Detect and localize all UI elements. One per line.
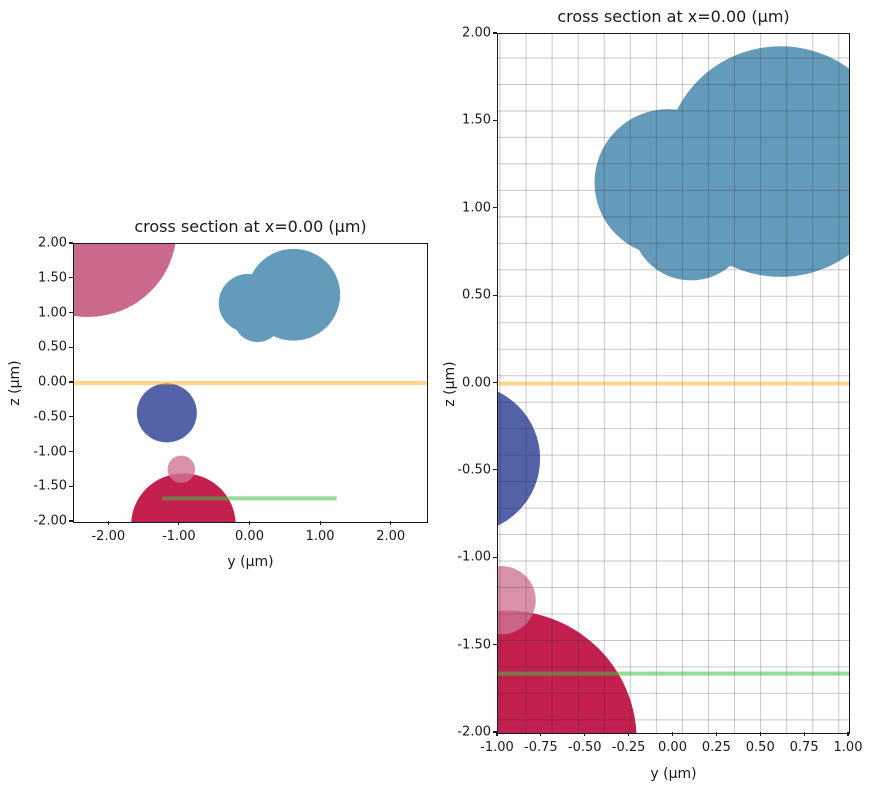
x-tick-mark bbox=[248, 521, 251, 525]
x-tick-label: -0.25 bbox=[611, 740, 646, 755]
z-tick-mark bbox=[493, 381, 497, 384]
x-tick-label: -1.00 bbox=[162, 529, 196, 544]
z-tick-mark bbox=[69, 450, 73, 453]
left-cross-section-plot: cross section at x=0.00 (μm) y (μm) z (μ… bbox=[7, 217, 428, 570]
z-tick-mark bbox=[493, 469, 497, 471]
x-tick-label: 1.00 bbox=[305, 529, 335, 544]
x-tick-label: -0.75 bbox=[524, 740, 558, 755]
x-tick-mark bbox=[847, 732, 849, 736]
x-tick-label: 2.00 bbox=[376, 529, 406, 544]
x-tick-label: 0.00 bbox=[235, 529, 264, 544]
z-tick-mark bbox=[493, 207, 497, 209]
x-tick-label: -1.00 bbox=[480, 740, 514, 755]
z-tick-mark bbox=[69, 381, 73, 383]
z-tick-label: 1.00 bbox=[38, 305, 67, 320]
line-orange-interface bbox=[74, 381, 427, 385]
sphere-pink-small bbox=[167, 455, 196, 483]
x-tick-label: -0.50 bbox=[567, 740, 602, 755]
z-tick-label: 2.00 bbox=[462, 25, 491, 41]
line-green-waveguide bbox=[162, 496, 337, 501]
plot-canvas bbox=[74, 244, 427, 522]
z-tick-label: -0.50 bbox=[33, 409, 67, 425]
line-green-waveguide bbox=[498, 671, 849, 676]
x-tick-label: 1.00 bbox=[833, 740, 863, 755]
z-tick-mark bbox=[69, 277, 73, 279]
z-tick-label: 0.50 bbox=[38, 339, 67, 355]
x-tick-mark bbox=[584, 732, 586, 736]
z-tick-label: -1.00 bbox=[457, 549, 491, 565]
plot-area bbox=[497, 33, 850, 734]
x-tick-mark bbox=[107, 521, 109, 525]
x-axis-label: y (μm) bbox=[227, 554, 274, 570]
plot-title: cross section at x=0.00 (μm) bbox=[134, 217, 367, 236]
z-tick-label: -1.50 bbox=[33, 478, 67, 494]
x-tick-mark bbox=[628, 732, 630, 736]
z-tick-label: -2.00 bbox=[457, 724, 491, 740]
x-axis-label: y (μm) bbox=[650, 766, 697, 782]
plot-canvas bbox=[498, 34, 849, 733]
x-tick-mark bbox=[671, 732, 674, 736]
z-tick-label: 1.50 bbox=[38, 270, 67, 286]
x-tick-mark bbox=[178, 521, 180, 525]
sphere-blue-lower-lobe bbox=[631, 161, 751, 281]
z-tick-label: 1.50 bbox=[462, 112, 491, 128]
z-tick-mark bbox=[493, 644, 497, 646]
x-tick-mark bbox=[319, 521, 321, 525]
z-tick-label: -0.50 bbox=[457, 462, 491, 478]
plot-area bbox=[73, 243, 428, 523]
z-tick-mark bbox=[493, 294, 497, 296]
z-tick-label: -2.00 bbox=[33, 513, 67, 529]
right-cross-section-plot: cross section at x=0.00 (μm) y (μm) z (μ… bbox=[442, 7, 862, 782]
z-tick-mark bbox=[69, 242, 73, 244]
z-tick-label: 2.00 bbox=[38, 235, 67, 251]
sphere-slate-blue bbox=[136, 383, 197, 443]
z-tick-label: 0.00 bbox=[462, 375, 491, 390]
plot-title: cross section at x=0.00 (μm) bbox=[557, 7, 790, 26]
z-tick-label: 0.00 bbox=[38, 374, 67, 390]
x-tick-mark bbox=[803, 732, 805, 736]
z-tick-mark bbox=[69, 311, 73, 314]
x-tick-label: 0.50 bbox=[745, 740, 775, 755]
z-tick-label: 0.50 bbox=[462, 287, 491, 303]
z-tick-mark bbox=[493, 119, 497, 121]
x-tick-mark bbox=[496, 732, 498, 736]
z-tick-mark bbox=[69, 416, 73, 418]
x-tick-label: 0.75 bbox=[789, 740, 819, 755]
line-orange-interface bbox=[498, 381, 849, 386]
sphere-magenta-top-left bbox=[74, 244, 176, 317]
y-axis-label: z (μm) bbox=[442, 360, 458, 407]
x-tick-label: 0.25 bbox=[701, 740, 731, 755]
x-tick-label: 0.00 bbox=[658, 740, 687, 755]
y-axis-label: z (μm) bbox=[7, 360, 23, 406]
x-tick-mark bbox=[390, 521, 392, 525]
z-tick-mark bbox=[493, 32, 497, 34]
z-tick-mark bbox=[69, 520, 73, 522]
sphere-slate-blue bbox=[498, 391, 541, 526]
z-tick-mark bbox=[493, 731, 497, 733]
z-tick-label: -1.50 bbox=[457, 637, 491, 653]
x-tick-mark bbox=[540, 732, 542, 736]
z-tick-label: 1.00 bbox=[462, 200, 491, 216]
sphere-pink-small bbox=[498, 566, 536, 635]
x-tick-mark bbox=[715, 732, 717, 736]
x-tick-mark bbox=[759, 732, 761, 736]
z-tick-mark bbox=[493, 556, 497, 558]
z-tick-label: -1.00 bbox=[33, 444, 67, 459]
z-tick-mark bbox=[69, 485, 73, 487]
x-tick-label: -2.00 bbox=[91, 529, 126, 544]
sphere-blue-lower-lobe bbox=[233, 294, 282, 342]
z-tick-mark bbox=[69, 346, 73, 348]
